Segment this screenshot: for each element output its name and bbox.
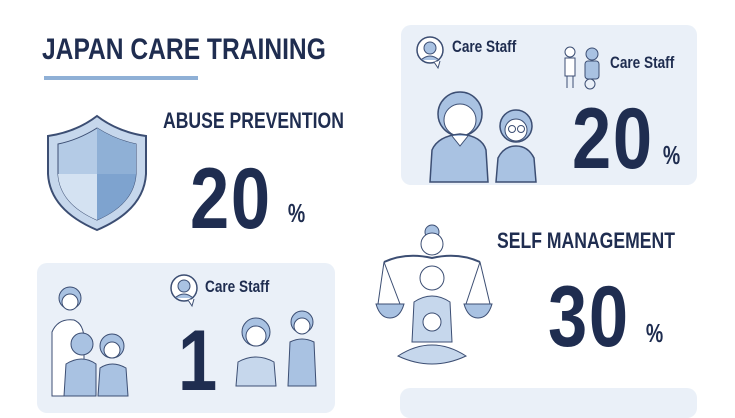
abuse-prevention-stat: 20 [190, 156, 290, 242]
top-panel-unit: % [662, 140, 681, 170]
care-staff-illustration [235, 310, 317, 387]
care-staff-label: Care Staff [610, 53, 675, 72]
self-management-value: 30 [548, 269, 630, 365]
balance-scale-person-icon [375, 224, 493, 365]
care-staff-avatar-icon [170, 274, 198, 308]
top-panel-value: 20 [572, 91, 654, 187]
caregiver-wheelchair-icon [564, 46, 600, 90]
bottom-panel-stat: 1 [178, 318, 228, 404]
top-panel-stat: 20 [572, 96, 672, 182]
title-underline [44, 76, 198, 80]
page-title: JAPAN CARE TRAINING [42, 33, 326, 66]
care-staff-label: Care Staff [452, 37, 517, 56]
bottom-panel-value: 1 [178, 313, 219, 409]
panel-bottom-right [400, 388, 697, 418]
abuse-prevention-heading: ABUSE PREVENTION [163, 108, 344, 133]
care-staff-illustration [429, 91, 537, 183]
care-staff-avatar-icon [416, 36, 444, 70]
self-management-stat: 30 [548, 274, 648, 360]
abuse-prevention-unit: % [287, 198, 306, 228]
care-staff-label: Care Staff [205, 277, 270, 296]
self-management-heading: SELF MANAGEMENT [497, 228, 675, 253]
caregiver-helping-icon [51, 286, 129, 397]
self-management-unit: % [645, 318, 664, 348]
abuse-prevention-value: 20 [190, 151, 272, 247]
shield-icon [47, 114, 147, 232]
